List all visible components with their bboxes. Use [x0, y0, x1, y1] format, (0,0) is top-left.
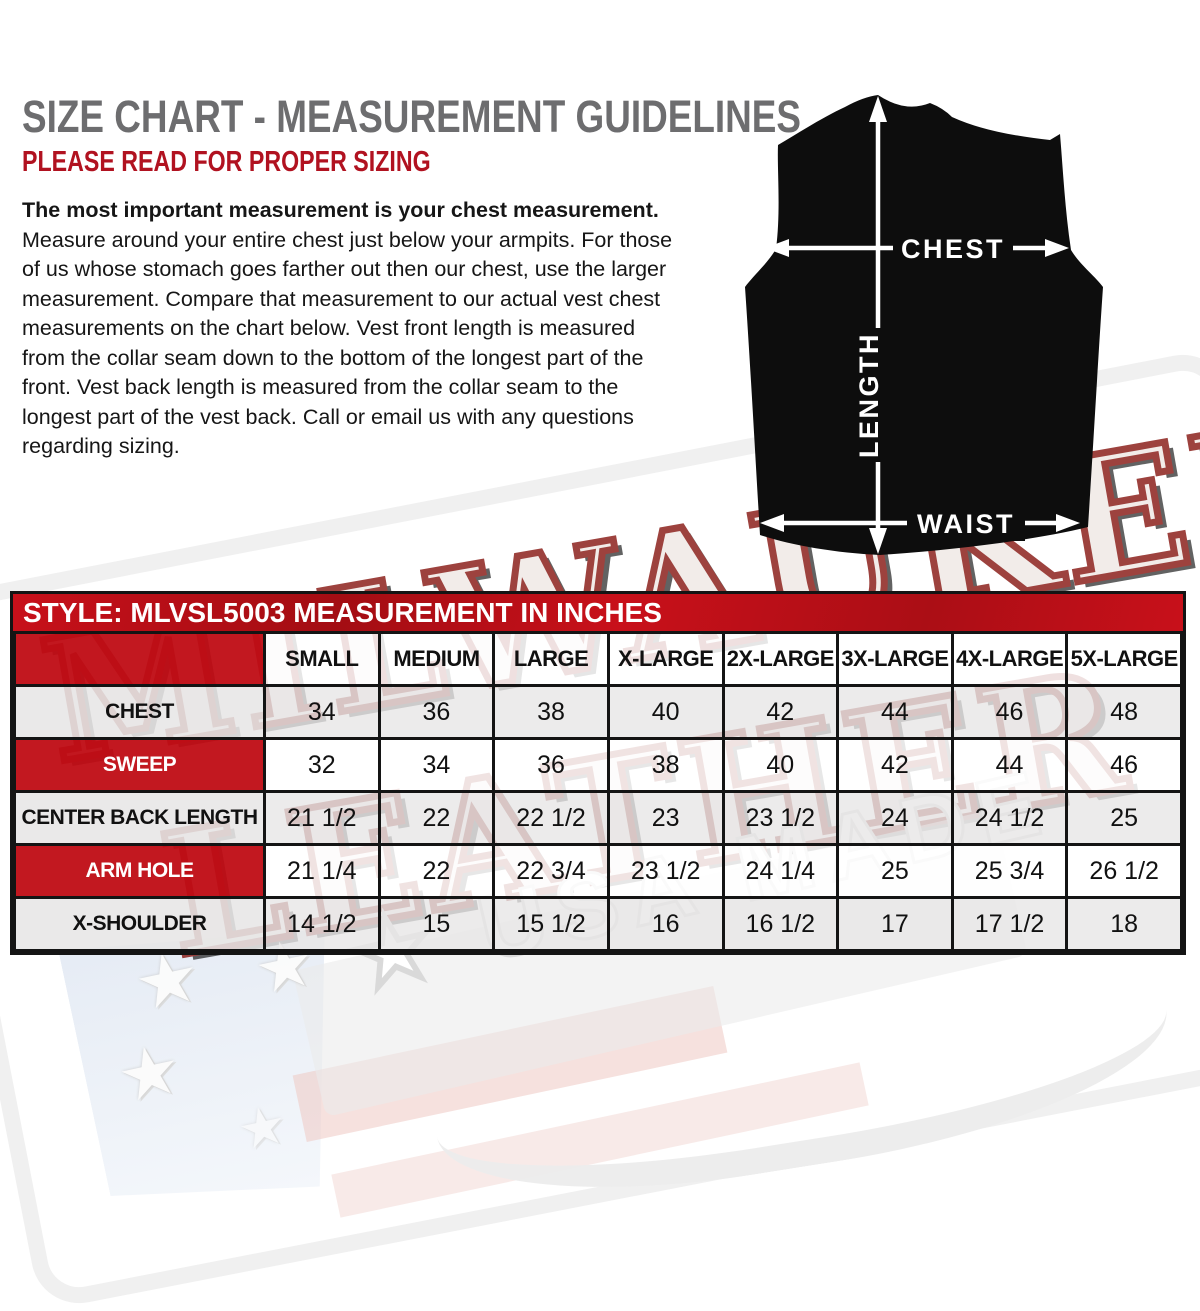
- cell: 21 1/2: [263, 790, 381, 846]
- sizing-instructions-body: Measure around your entire chest just be…: [22, 227, 673, 459]
- column-header-x-large: X-LARGE: [606, 631, 725, 687]
- size-header-row: SMALL MEDIUM LARGE X-LARGE 2X-LARGE 3X-L…: [13, 631, 1183, 687]
- column-header-3x-large: 3X-LARGE: [836, 631, 954, 687]
- cell: 25: [1065, 790, 1183, 846]
- row-label: CENTER BACK LENGTH: [13, 790, 266, 846]
- cell: 44: [950, 737, 1069, 793]
- row-label: CHEST: [13, 684, 266, 740]
- chest-label-backdrop: [893, 230, 1013, 266]
- row-label: ARM HOLE: [13, 843, 266, 899]
- cell: 46: [950, 684, 1069, 740]
- cell: 24 1/2: [950, 790, 1069, 846]
- arrow-right-icon: [1045, 239, 1069, 257]
- cell: 17 1/2: [950, 896, 1069, 952]
- cell: 26 1/2: [1065, 843, 1183, 899]
- length-label-backdrop: [857, 328, 899, 462]
- column-header-medium: MEDIUM: [377, 631, 496, 687]
- cell: 23 1/2: [721, 790, 840, 846]
- cell: 16: [606, 896, 725, 952]
- cell: 18: [1065, 896, 1183, 952]
- table-row-chest: CHEST 34 36 38 40 42 44 46 48: [13, 684, 1183, 740]
- cell: 42: [836, 737, 954, 793]
- waist-label: WAIST: [917, 509, 1015, 539]
- arrow-up-icon: [869, 96, 887, 122]
- table-row-sweep: SWEEP 32 34 36 38 40 42 44 46: [13, 737, 1183, 793]
- size-table: SMALL MEDIUM LARGE X-LARGE 2X-LARGE 3X-L…: [13, 631, 1183, 952]
- arrow-right-icon: [1056, 514, 1080, 532]
- cell: 25: [836, 843, 954, 899]
- sizing-instructions: The most important measurement is your c…: [22, 196, 676, 462]
- size-table-section: STYLE: MLVSL5003 MEASUREMENT IN INCHES S…: [10, 591, 1186, 955]
- cell: 42: [721, 684, 840, 740]
- cell: 36: [377, 684, 496, 740]
- row-label: X-SHOULDER: [13, 896, 266, 952]
- table-row-x-shoulder: X-SHOULDER 14 1/2 15 15 1/2 16 16 1/2 17…: [13, 896, 1183, 952]
- cell: 44: [836, 684, 954, 740]
- length-label: LENGTH: [854, 332, 884, 458]
- page-title: SIZE CHART - MEASUREMENT GUIDELINES: [22, 91, 802, 142]
- cell: 16 1/2: [721, 896, 840, 952]
- cell: 15: [377, 896, 496, 952]
- vest-silhouette: [745, 95, 1103, 555]
- corner-cell: [13, 631, 266, 687]
- cell: 34: [377, 737, 496, 793]
- vest-measurement-diagram: LENGTH CHEST WAIST: [745, 95, 1103, 555]
- table-row-center-back-length: CENTER BACK LENGTH 21 1/2 22 22 1/2 23 2…: [13, 790, 1183, 846]
- cell: 21 1/4: [263, 843, 381, 899]
- cell: 46: [1065, 737, 1183, 793]
- row-label: SWEEP: [13, 737, 266, 793]
- column-header-small: SMALL: [263, 631, 381, 687]
- waist-label-backdrop: [907, 505, 1025, 541]
- cell: 22 3/4: [492, 843, 610, 899]
- sizing-instructions-lead: The most important measurement is your c…: [22, 198, 659, 222]
- cell: 24 1/4: [721, 843, 840, 899]
- cell: 40: [721, 737, 840, 793]
- cell: 23: [606, 790, 725, 846]
- cell: 40: [606, 684, 725, 740]
- chest-label: CHEST: [901, 234, 1005, 264]
- cell: 22 1/2: [492, 790, 610, 846]
- arrow-down-icon: [869, 528, 887, 554]
- column-header-5x-large: 5X-LARGE: [1065, 631, 1183, 687]
- table-row-arm-hole: ARM HOLE 21 1/4 22 22 3/4 23 1/2 24 1/4 …: [13, 843, 1183, 899]
- column-header-2x-large: 2X-LARGE: [721, 631, 840, 687]
- cell: 22: [377, 843, 496, 899]
- cell: 17: [836, 896, 954, 952]
- arrow-left-icon: [765, 239, 789, 257]
- cell: 48: [1065, 684, 1183, 740]
- cell: 36: [492, 737, 610, 793]
- column-header-large: LARGE: [492, 631, 610, 687]
- page-subtitle: PLEASE READ FOR PROPER SIZING: [22, 146, 431, 178]
- cell: 23 1/2: [606, 843, 725, 899]
- cell: 25 3/4: [950, 843, 1069, 899]
- cell: 34: [263, 684, 381, 740]
- cell: 38: [606, 737, 725, 793]
- column-header-4x-large: 4X-LARGE: [950, 631, 1069, 687]
- cell: 38: [492, 684, 610, 740]
- arrow-left-icon: [760, 514, 784, 532]
- cell: 14 1/2: [263, 896, 381, 952]
- cell: 22: [377, 790, 496, 846]
- cell: 15 1/2: [492, 896, 610, 952]
- cell: 24: [836, 790, 954, 846]
- style-title-bar: STYLE: MLVSL5003 MEASUREMENT IN INCHES: [13, 594, 1183, 631]
- cell: 32: [263, 737, 381, 793]
